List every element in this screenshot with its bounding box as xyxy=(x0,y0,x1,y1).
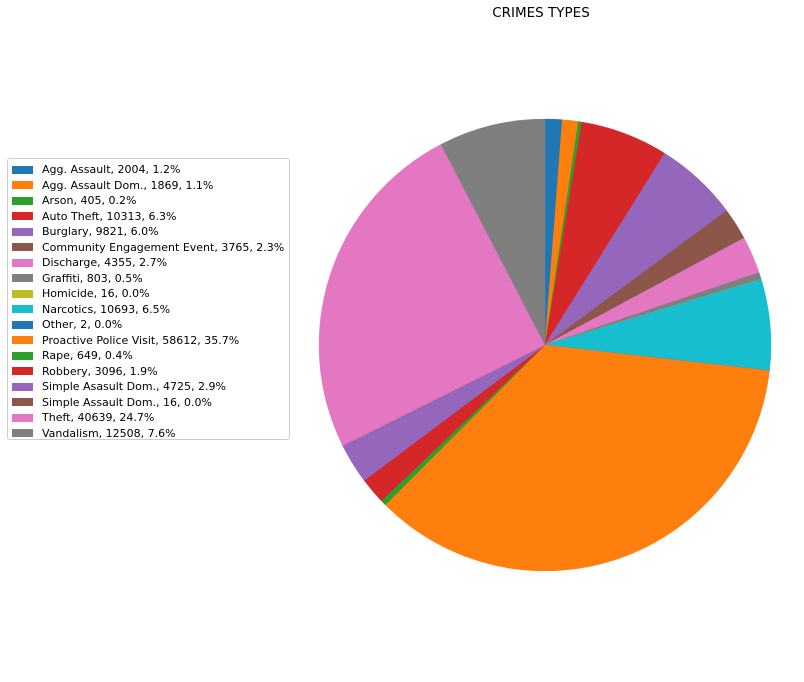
legend-swatch xyxy=(12,320,33,329)
legend-label: Other, 2, 0.0% xyxy=(42,318,123,331)
legend-label: Rape, 649, 0.4% xyxy=(42,349,133,362)
legend-swatch xyxy=(12,398,33,406)
pie-slice-vandalism-17 xyxy=(440,118,546,346)
legend-label: Simple Asasult Dom., 4725, 2.9% xyxy=(42,380,226,393)
legend-entry: Robbery, 3096, 1.9% xyxy=(8,364,289,380)
legend-swatch xyxy=(12,181,33,189)
legend-label: Graffiti, 803, 0.5% xyxy=(42,271,143,285)
legend-entry: Narcotics, 10693, 6.5% xyxy=(8,302,289,318)
legend-entry: Theft, 40639, 24.7% xyxy=(8,410,289,426)
legend-swatch xyxy=(12,243,33,251)
legend-entry: Rape, 649, 0.4% xyxy=(8,348,289,364)
legend-label: Discharge, 4355, 2.7% xyxy=(42,256,168,269)
legend-swatch xyxy=(12,367,33,375)
legend-swatch xyxy=(12,429,33,437)
legend-label: Auto Theft, 10313, 6.3% xyxy=(42,209,177,223)
legend-entry: Proactive Police Visit, 58612, 35.7% xyxy=(8,333,289,349)
legend-swatch xyxy=(12,165,33,174)
legend-label: Homicide, 16, 0.0% xyxy=(42,287,150,300)
legend-label: Arson, 405, 0.2% xyxy=(42,194,137,207)
chart-legend: Agg. Assault, 2004, 1.2% Agg. Assault Dom… xyxy=(7,158,290,440)
legend-entry: Agg. Assault Dom., 1869, 1.1% xyxy=(8,178,289,194)
pie-slice-theft-16 xyxy=(318,144,546,446)
legend-swatch xyxy=(12,289,33,298)
legend-swatch xyxy=(12,212,33,220)
legend-swatch xyxy=(12,305,33,313)
legend-label: Proactive Police Visit, 58612, 35.7% xyxy=(42,333,240,347)
legend-swatch xyxy=(12,227,33,236)
legend-label: Agg. Assault Dom., 1869, 1.1% xyxy=(42,178,214,192)
legend-label: Robbery, 3096, 1.9% xyxy=(42,364,158,378)
legend-label: Narcotics, 10693, 6.5% xyxy=(42,302,171,316)
legend-label: Community Engagement Event, 3765, 2.3% xyxy=(42,240,285,254)
legend-swatch xyxy=(12,274,33,282)
legend-entry: Discharge, 4355, 2.7% xyxy=(8,255,289,271)
pie-slice-proactive-police-visit-11 xyxy=(385,344,770,572)
legend-entry: Other, 2, 0.0% xyxy=(8,317,289,333)
legend-entry: Homicide, 16, 0.0% xyxy=(8,286,289,302)
legend-label: Burglary, 9821, 6.0% xyxy=(42,225,159,238)
legend-swatch xyxy=(12,196,33,205)
legend-entry: Auto Theft, 10313, 6.3% xyxy=(8,209,289,225)
legend-entry: Vandalism, 12508, 7.6% xyxy=(8,426,289,442)
pie-slices xyxy=(318,118,772,572)
chart-title: CRIMES TYPES xyxy=(492,5,590,21)
legend-swatch xyxy=(12,336,33,344)
legend-entry: Burglary, 9821, 6.0% xyxy=(8,224,289,240)
legend-entry: Simple Asasult Dom., 4725, 2.9% xyxy=(8,379,289,395)
legend-label: Vandalism, 12508, 7.6% xyxy=(42,426,176,440)
legend-entry: Graffiti, 803, 0.5% xyxy=(8,271,289,287)
legend-entry: Simple Assault Dom., 16, 0.0% xyxy=(8,395,289,411)
legend-entry: Arson, 405, 0.2% xyxy=(8,193,289,209)
legend-entry: Agg. Assault, 2004, 1.2% xyxy=(8,162,289,178)
legend-label: Theft, 40639, 24.7% xyxy=(42,411,155,424)
legend-swatch xyxy=(12,382,33,391)
legend-swatch xyxy=(12,258,33,267)
legend-swatch xyxy=(12,413,33,422)
legend-swatch xyxy=(12,351,33,360)
legend-entry: Community Engagement Event, 3765, 2.3% xyxy=(8,240,289,256)
legend-label: Agg. Assault, 2004, 1.2% xyxy=(42,163,181,176)
legend-label: Simple Assault Dom., 16, 0.0% xyxy=(42,395,212,409)
